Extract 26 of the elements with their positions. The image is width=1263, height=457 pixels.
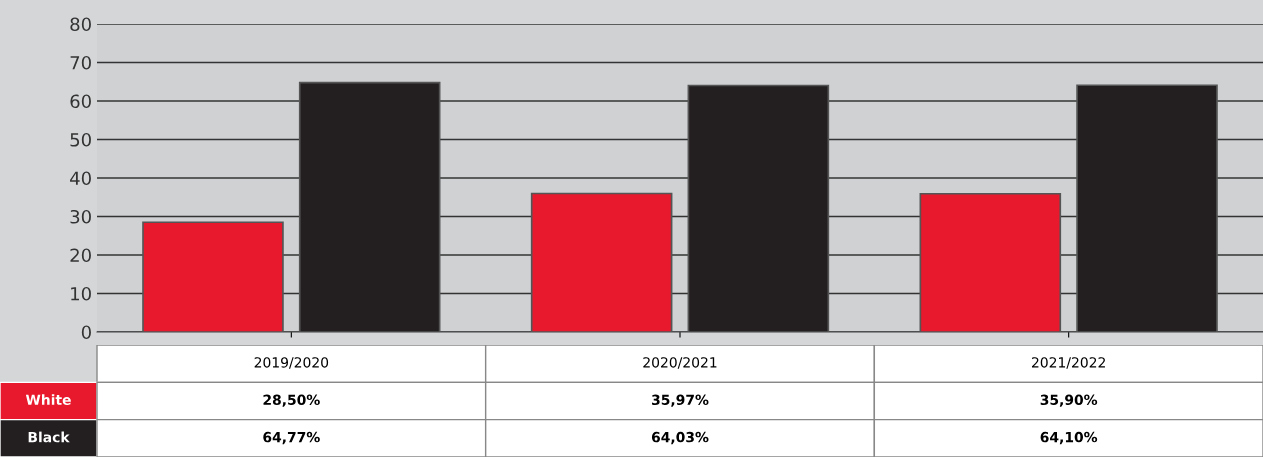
y-tick-label: 60	[70, 94, 91, 109]
bar	[142, 221, 284, 332]
bar	[298, 81, 441, 332]
data-label: 35,90%	[1040, 394, 1098, 407]
data-label: 64,03%	[651, 431, 709, 445]
x-tick-label: 2020/2021	[643, 357, 717, 369]
bar	[919, 192, 1062, 332]
bar	[687, 84, 830, 332]
x-tick-label: 2019/2020	[254, 357, 329, 369]
y-tick-label: 30	[70, 209, 91, 224]
y-tick-label: 0	[81, 325, 91, 340]
data-label: 35,97%	[652, 394, 709, 407]
text: White	[25, 394, 71, 406]
data-label: 64,10%	[1040, 431, 1098, 445]
y-tick-label: 40	[70, 171, 91, 186]
bar	[1076, 84, 1218, 332]
y-tick-label: 20	[70, 248, 91, 263]
x-tick-label: 2021/2022	[1032, 357, 1105, 369]
data-label: 64,77%	[263, 431, 320, 445]
data-label: 28,50%	[263, 394, 320, 407]
y-tick-label: 80	[70, 17, 91, 32]
y-tick-label: 70	[70, 55, 91, 70]
y-tick-label: 50	[70, 132, 91, 147]
bar	[530, 192, 673, 332]
text: Black	[28, 431, 70, 443]
y-tick-label: 10	[71, 286, 91, 301]
